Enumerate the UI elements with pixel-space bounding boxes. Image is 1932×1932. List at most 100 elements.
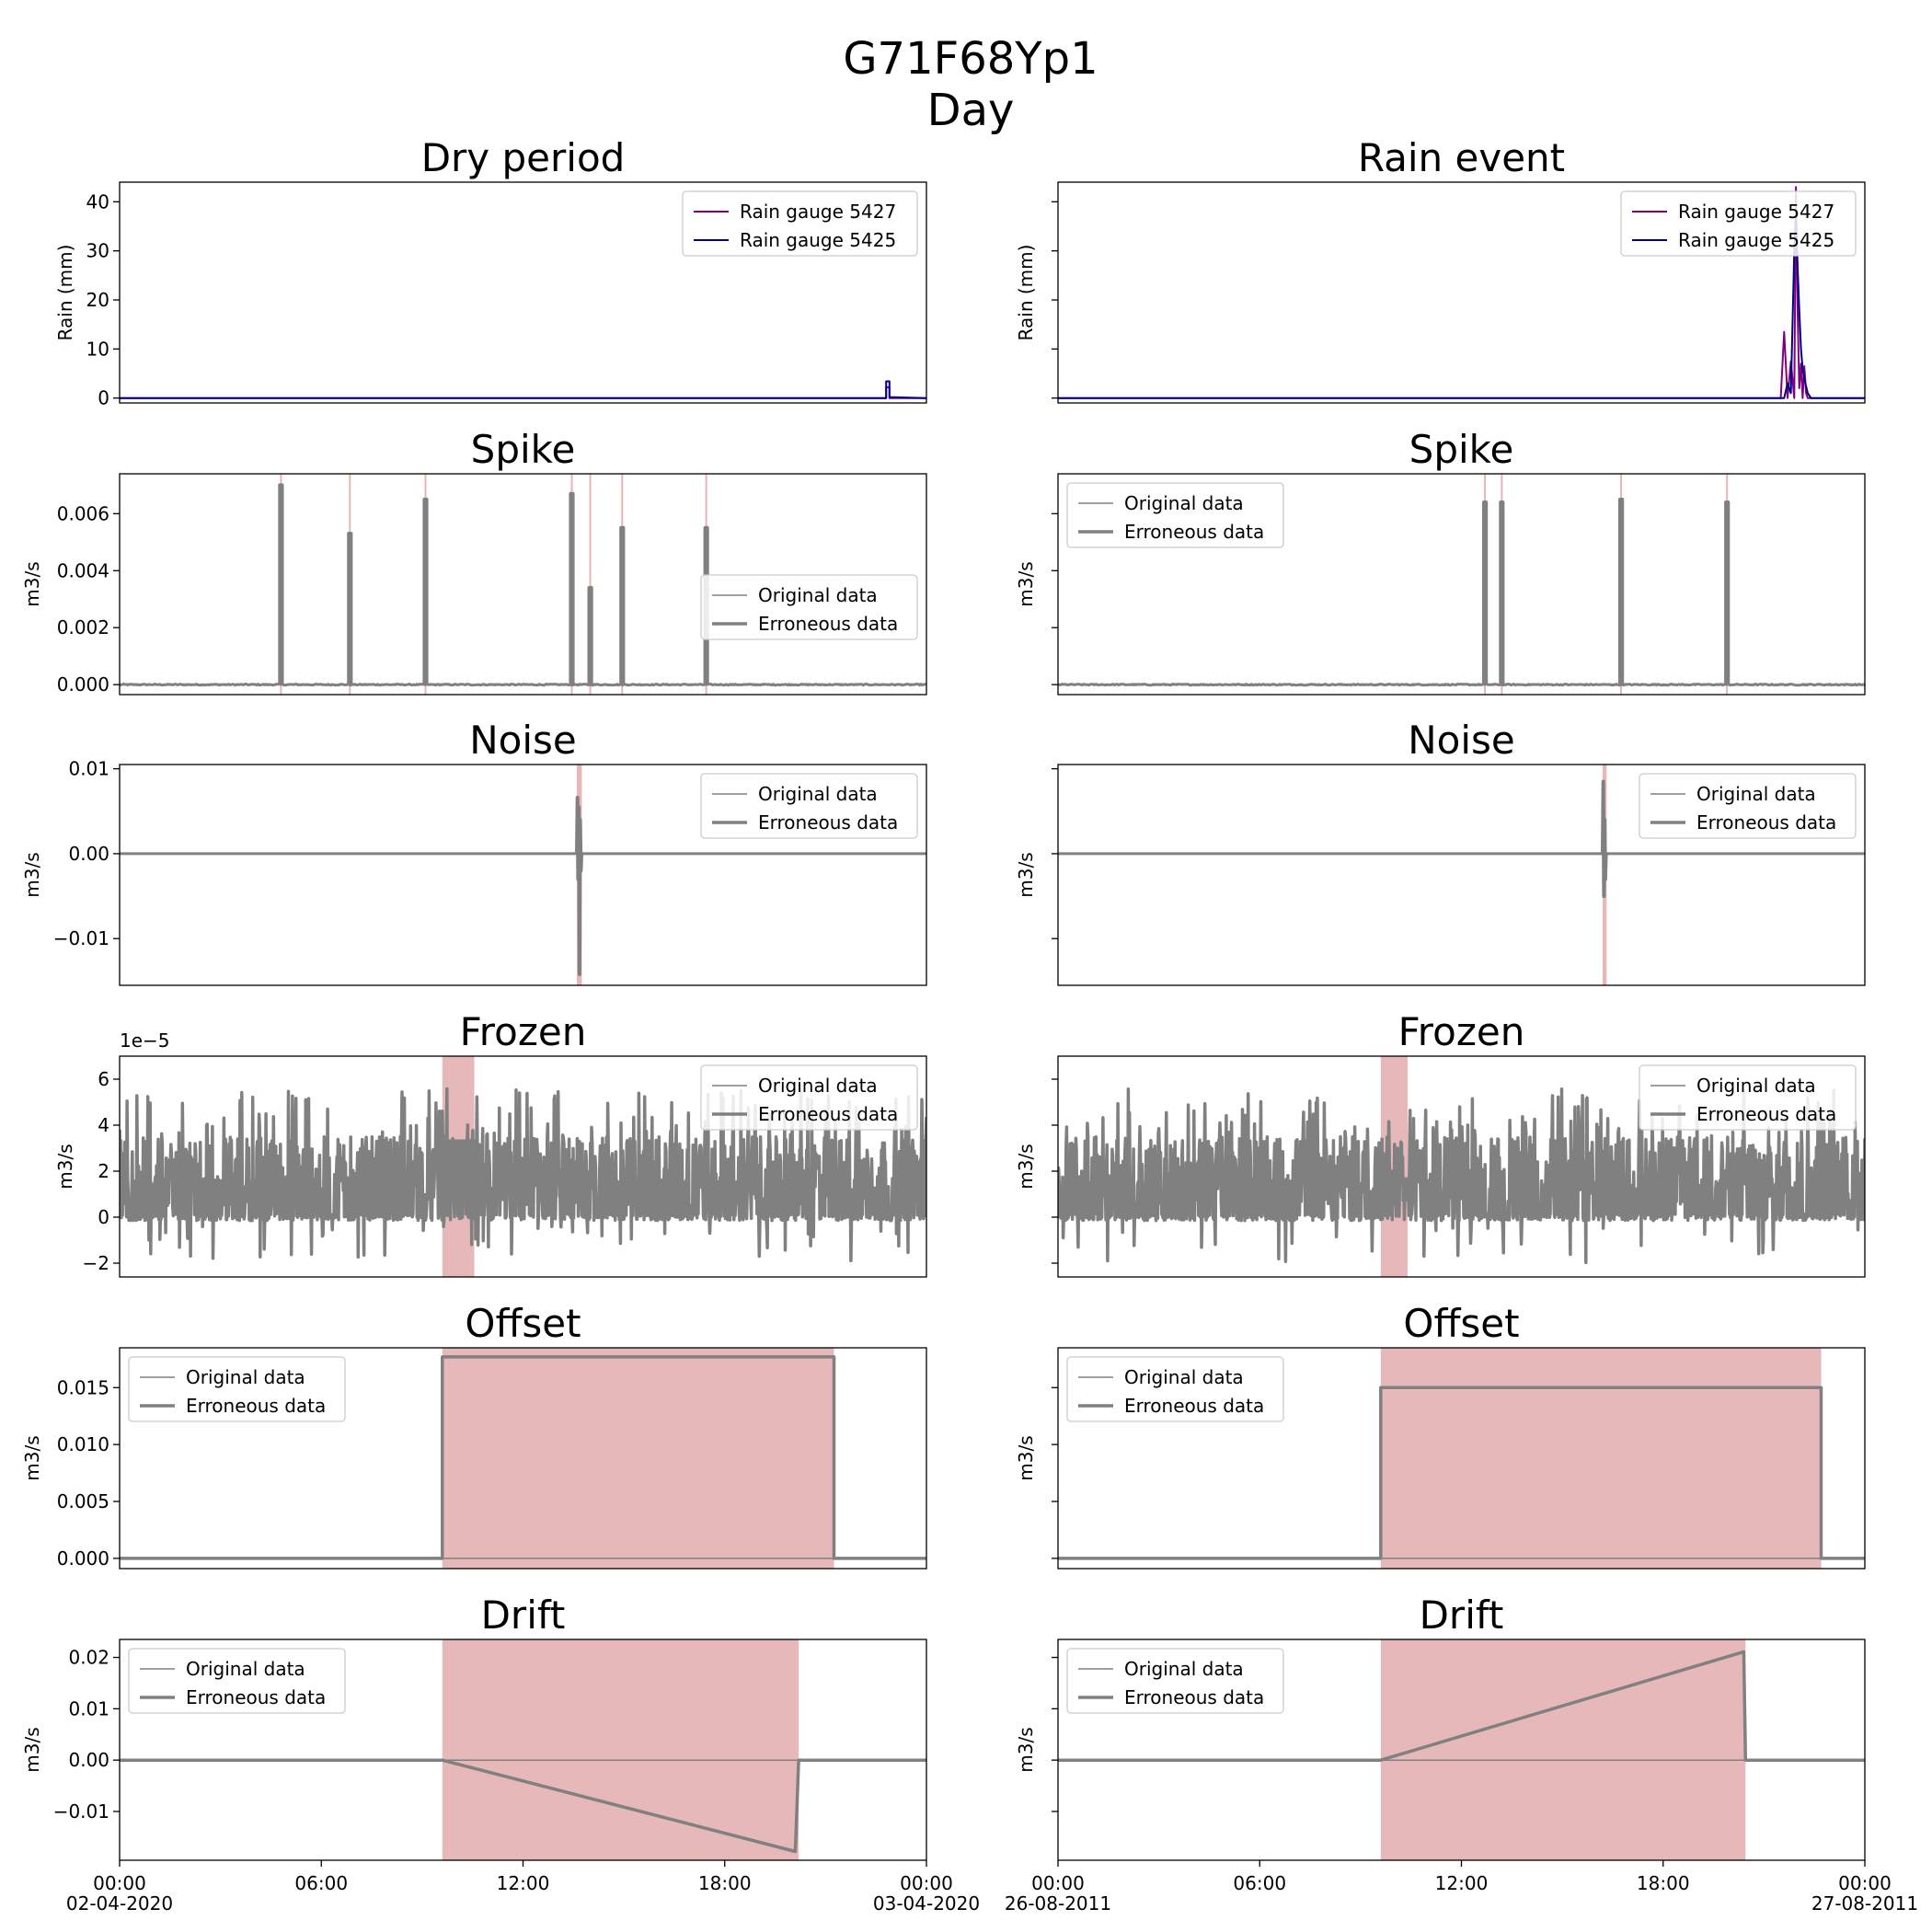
y-axis-label: m3/s: [21, 1727, 43, 1772]
figure-title: G71F68Yp1: [843, 33, 1098, 85]
y-axis-label: m3/s: [21, 561, 43, 606]
y-tick-label: 0.010: [57, 1433, 109, 1455]
axes-frame: [119, 1347, 927, 1570]
plot-area: [1058, 1639, 1865, 1860]
series-erroneous-data: [619, 525, 626, 685]
x-tick-label: 06:00: [1233, 1872, 1286, 1894]
y-axis-label: m3/s: [21, 1435, 43, 1480]
legend-label: Erroneous data: [1124, 1686, 1264, 1708]
legend-label: Erroneous data: [758, 811, 898, 834]
y-tick-label: 0.01: [68, 758, 109, 780]
y-tick-label: 0.00: [68, 1749, 109, 1771]
panel-title: Offset: [465, 1301, 581, 1346]
legend: Original data Erroneous data: [128, 1648, 346, 1714]
axes-frame: [1057, 1055, 1866, 1278]
plot-area: [1058, 1348, 1865, 1569]
y-tick-label: 0.015: [57, 1376, 109, 1398]
legend-label: Rain gauge 5425: [740, 229, 896, 251]
series-erroneous-data: [1058, 1386, 1865, 1560]
y-tick-label: 20: [86, 289, 109, 311]
legend-label: Original data: [1696, 1075, 1816, 1097]
y-tick-label: 40: [86, 190, 109, 213]
panel-frozen-rain: m3/s Frozen Original data Erroneous data: [1015, 1009, 1866, 1278]
series-erroneous-data: [120, 1758, 926, 1854]
legend-box: [700, 773, 918, 839]
y-tick-label: 0.01: [68, 1697, 109, 1719]
series-erroneous-data: [120, 1355, 926, 1560]
legend-box: [1639, 773, 1857, 839]
legend-label: Original data: [758, 783, 878, 805]
x-tick-label: 27-08-2011: [1811, 1892, 1918, 1915]
series-erroneous-data: [1601, 779, 1608, 899]
y-axis-label: m3/s: [1015, 1435, 1037, 1480]
panel-title: Dry period: [421, 135, 626, 180]
y-axis-label: Rain (mm): [54, 245, 76, 341]
legend-label: Erroneous data: [1696, 811, 1836, 834]
x-tick-label: 18:00: [1637, 1872, 1690, 1894]
panel-frozen-dry: −2 0 2 4 6 m3/s 1e−5 Frozen Original data Erroneo…: [54, 1009, 927, 1278]
legend-label: Original data: [758, 1075, 878, 1097]
y-axis-label: m3/s: [1015, 561, 1037, 606]
panel-title: Frozen: [1398, 1009, 1525, 1054]
error-shade: [1380, 1348, 1822, 1569]
legend: Original data Erroneous data: [1066, 1648, 1284, 1714]
panel-title: Frozen: [460, 1009, 587, 1054]
legend-box: [700, 574, 918, 640]
plot-area: [120, 1056, 926, 1277]
series-erroneous-data: [575, 796, 584, 976]
legend-label: Original data: [1696, 783, 1816, 805]
legend-label: Erroneous data: [186, 1686, 326, 1708]
y-tick-label: 4: [98, 1114, 109, 1136]
y-axis-label: m3/s: [21, 852, 43, 897]
legend-label: Erroneous data: [186, 1395, 326, 1417]
series-erroneous-data: [1618, 497, 1625, 685]
legend-label: Original data: [186, 1366, 305, 1388]
series-original-data: [1058, 1087, 1865, 1265]
legend: Rain gauge 5427 Rain gauge 5425: [682, 190, 918, 257]
y-tick-label: −0.01: [53, 1800, 109, 1823]
y-axis-label: m3/s: [1015, 1144, 1037, 1189]
y-tick-label: 0.00: [68, 843, 109, 865]
series-erroneous-data: [1724, 500, 1731, 685]
panel-offset-dry: 0.000 0.005 0.010 0.015 m3/s Offset Original d…: [21, 1301, 927, 1570]
series-erroneous-data: [587, 585, 593, 685]
y-tick-label: 6: [98, 1068, 109, 1090]
legend-box: [128, 1648, 346, 1714]
x-tick-label: 12:00: [497, 1872, 550, 1894]
error-shade: [442, 1348, 834, 1569]
axes-frame: [1057, 1347, 1866, 1570]
legend: Rain gauge 5427 Rain gauge 5425: [1620, 190, 1857, 257]
y-multiplier: 1e−5: [120, 1029, 170, 1052]
legend-label: Erroneous data: [758, 1103, 898, 1125]
y-tick-label: 10: [86, 338, 109, 360]
x-tick-label: 26-08-2011: [1005, 1892, 1111, 1915]
plot-area: [1058, 474, 1865, 695]
series-gauge-5427: [1058, 186, 1865, 399]
series-erroneous-data: [1058, 1650, 1865, 1762]
series-original-data: [1058, 683, 1865, 687]
legend-box: [1066, 1648, 1284, 1714]
y-axis-label: m3/s: [54, 1144, 76, 1189]
legend-label: Rain gauge 5427: [1678, 201, 1834, 223]
panel-drift-dry: −0.010.000.010.02m3/sDrift00:0002-04-202…: [21, 1593, 980, 1915]
y-axis-label: m3/s: [1015, 852, 1037, 897]
y-tick-label: 0: [98, 1206, 109, 1228]
legend-label: Rain gauge 5425: [1678, 229, 1834, 251]
panel-offset-rain: m3/s Offset Original data Erroneous data: [1015, 1301, 1866, 1570]
panel-title: Rain event: [1358, 135, 1565, 180]
figure-subtitle: Day: [927, 85, 1015, 136]
legend-box: [700, 1064, 918, 1131]
axes-frame: [119, 764, 927, 986]
y-tick-label: 0.006: [57, 502, 109, 524]
x-tick-label: 00:00: [1838, 1872, 1892, 1894]
y-tick-label: 0: [98, 387, 109, 409]
y-tick-label: 0.002: [57, 616, 109, 638]
panel-title: Drift: [1420, 1593, 1504, 1638]
legend-box: [128, 1356, 346, 1422]
legend: Original data Erroneous data: [1066, 1356, 1284, 1422]
panel-title: Spike: [471, 427, 576, 472]
plot-area: [120, 380, 926, 399]
